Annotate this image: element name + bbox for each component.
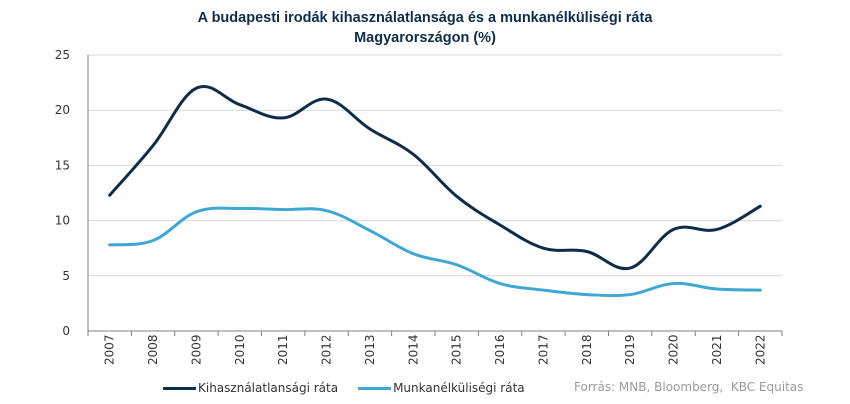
series-lines: [108, 85, 762, 298]
x-tick-label-2020: 2020: [667, 334, 681, 365]
chart-title-line2: Magyarországon (%): [354, 30, 496, 46]
legend: Kihasználatlansági ráta Munkanélküliségi…: [163, 379, 545, 397]
legend-label-munkanelkulisegi: Munkanélküliségi ráta: [393, 381, 525, 395]
legend-label-kihasznalatlansagi: Kihasználatlansági ráta: [198, 381, 339, 395]
x-tick-labels: 2007 2008 2009 2010 2011 2012 2013 2014 2015 2016…: [103, 334, 768, 365]
x-tick-label-2015: 2015: [450, 334, 464, 365]
x-tick-label-2010: 2010: [233, 334, 247, 365]
axes: [87, 55, 783, 336]
y-tick-label: 5: [62, 269, 70, 283]
x-tick-label-2009: 2009: [189, 334, 203, 365]
y-tick-label: 15: [55, 158, 70, 172]
x-tick-label-2007: 2007: [103, 334, 117, 365]
series-line-0: [108, 85, 762, 271]
y-tick-label: 0: [62, 324, 70, 338]
y-tick-label: 20: [55, 103, 70, 117]
x-tick-label-2011: 2011: [276, 334, 290, 365]
x-tick-label-2014: 2014: [406, 334, 420, 365]
x-tick-label-2022: 2022: [753, 334, 767, 365]
source-note: Forrás: MNB, Bloomberg, KBC Equitas: [574, 380, 804, 394]
legend-item-kihasznalatlansagi: Kihasználatlansági ráta: [163, 381, 338, 395]
legend-swatch-kihasznalatlansagi: [163, 386, 196, 390]
series-line-1: [108, 206, 762, 298]
x-tick-label-2016: 2016: [493, 334, 507, 365]
chart-title: A budapesti irodák kihasználatlansága és…: [0, 8, 850, 48]
x-tick-label-2021: 2021: [710, 334, 724, 365]
x-tick-label-2017: 2017: [536, 334, 550, 365]
legend-item-munkanelkulisegi: Munkanélküliségi ráta: [358, 381, 525, 395]
x-tick-label-2008: 2008: [146, 334, 160, 365]
x-tick-label-2018: 2018: [580, 334, 594, 365]
y-tick-label: 25: [55, 48, 70, 62]
x-tick-label-2012: 2012: [320, 334, 334, 365]
y-tick-labels: 0 5 10 15 20 25: [55, 48, 70, 338]
x-tick-label-2019: 2019: [623, 334, 637, 365]
legend-swatch-munkanelkulisegi: [358, 386, 392, 390]
x-tick-label-2013: 2013: [363, 334, 377, 365]
gridlines: [88, 54, 782, 277]
chart-title-line1: A budapesti irodák kihasználatlansága és…: [197, 10, 653, 26]
y-tick-label: 10: [55, 214, 70, 228]
